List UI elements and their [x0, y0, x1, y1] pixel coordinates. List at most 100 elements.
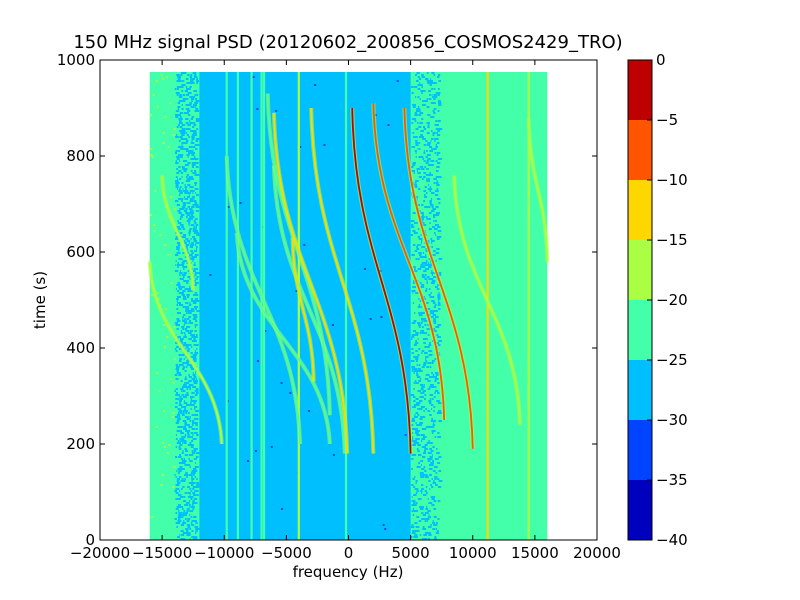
noise-cell	[421, 350, 425, 352]
noise-cell	[177, 336, 181, 338]
noise-cell	[411, 290, 416, 292]
noise-cell	[433, 318, 436, 320]
noise-cell	[187, 526, 191, 528]
noise-cell	[430, 82, 434, 84]
noise-cell	[429, 458, 433, 460]
noise-cell	[421, 416, 425, 418]
noise-cell	[428, 402, 432, 404]
noise-cell	[179, 232, 183, 234]
noise-cell	[176, 114, 181, 116]
noise-cell	[410, 526, 415, 528]
noise-cell	[171, 416, 174, 418]
noise-cell	[182, 80, 185, 82]
noise-cell	[180, 126, 183, 128]
noise-cell	[413, 266, 416, 268]
noise-cell	[420, 396, 424, 398]
noise-cell	[411, 424, 414, 426]
noise-cell	[422, 90, 426, 92]
noise-cell	[175, 110, 180, 112]
noise-cell	[181, 466, 183, 468]
doppler-tracks-layer	[147, 93, 550, 454]
noise-cell	[433, 182, 436, 184]
noise-cell	[427, 388, 430, 390]
noise-cell	[421, 366, 425, 368]
noise-cell	[184, 454, 188, 456]
colorbar-tick-label: −15	[656, 231, 688, 249]
noise-cell	[433, 422, 435, 424]
noise-cell	[193, 74, 197, 76]
noise-cell	[424, 190, 426, 192]
noise-cell	[186, 294, 190, 296]
noise-cell	[184, 184, 186, 186]
noise-cell	[181, 182, 184, 184]
noise-cell	[418, 252, 422, 254]
noise-cell	[423, 224, 427, 226]
noise-cell	[151, 516, 154, 518]
noise-cell	[420, 474, 422, 476]
doppler-track-core	[291, 237, 315, 382]
noise-cell	[186, 214, 190, 216]
noise-cell	[188, 136, 190, 138]
noise-cell	[414, 536, 418, 538]
noise-cell	[424, 346, 426, 348]
noise-cell	[426, 276, 430, 278]
noise-cell	[188, 146, 193, 148]
noise-cell	[187, 296, 190, 298]
noise-cell	[177, 262, 179, 264]
noise-cell	[423, 410, 426, 412]
noise-cell	[191, 420, 195, 422]
x-tick-label: −20000	[70, 544, 130, 562]
noise-cell	[427, 142, 431, 144]
noise-cell	[192, 228, 197, 230]
noise-cell	[196, 148, 198, 150]
noise-cell	[182, 298, 185, 300]
noise-cell	[191, 470, 196, 472]
noise-cell	[152, 224, 155, 226]
noise-cell	[176, 204, 181, 206]
noise-cell	[196, 490, 199, 492]
noise-cell	[162, 132, 165, 134]
noise-cell	[190, 472, 193, 474]
noise-cell	[425, 174, 430, 176]
noise-cell	[195, 110, 200, 112]
noise-cell	[185, 376, 187, 378]
noise-cell	[174, 374, 178, 376]
noise-cell	[431, 426, 435, 428]
noise-cell	[437, 162, 441, 164]
noise-cell	[190, 346, 193, 348]
noise-cell	[437, 236, 439, 238]
noise-cell	[185, 246, 188, 248]
noise-cell	[421, 214, 424, 216]
noise-cell	[194, 490, 198, 492]
noise-cell	[427, 362, 432, 364]
noise-cell	[412, 330, 417, 332]
noise-cell	[177, 426, 181, 428]
noise-cell	[432, 522, 435, 524]
noise-cell	[177, 106, 181, 108]
noise-cell	[196, 478, 198, 480]
noise-cell	[185, 330, 190, 332]
noise-cell	[177, 102, 181, 104]
noise-cell	[303, 244, 306, 246]
doppler-track-1	[160, 175, 196, 291]
noise-cell	[431, 300, 435, 302]
noise-cell	[196, 310, 200, 312]
noise-cell	[414, 120, 417, 122]
noise-cell	[189, 290, 191, 292]
noise-cell	[195, 466, 199, 468]
noise-cell	[150, 148, 153, 150]
noise-cell	[194, 466, 197, 468]
noise-cell	[434, 436, 437, 438]
noise-cell	[422, 126, 426, 128]
noise-cell	[412, 136, 415, 138]
noise-cell	[193, 376, 196, 378]
noise-cell	[427, 334, 430, 336]
noise-cell	[164, 116, 167, 118]
noise-cell	[423, 450, 426, 452]
noise-cell	[193, 104, 198, 106]
noise-cell	[175, 180, 179, 182]
noise-cell	[429, 228, 431, 230]
noise-cell	[181, 134, 185, 136]
noise-cell	[431, 360, 435, 362]
noise-cell	[189, 228, 192, 230]
